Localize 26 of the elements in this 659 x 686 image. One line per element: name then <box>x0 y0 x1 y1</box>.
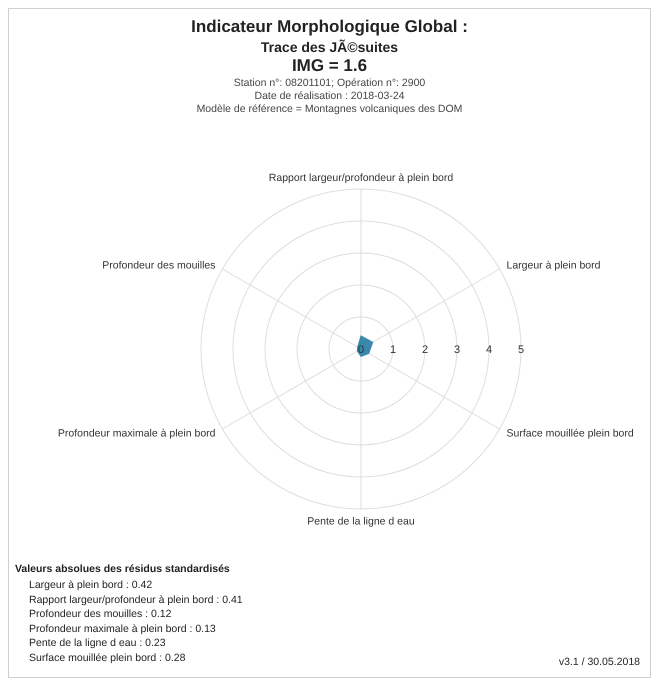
y-tick-label: 5 <box>518 344 524 356</box>
spoke-label: Largeur à plein bord <box>506 260 601 272</box>
spoke-label: Profondeur maximale à plein bord <box>58 428 216 440</box>
text: Valeurs absolues des résidus standardisés <box>15 563 231 575</box>
text: Profondeur maximale à plein bord : 0.13 <box>28 622 217 636</box>
text: Surface mouillée plein bord : 0.28 <box>28 650 186 665</box>
text: Modèle de référence = Montagnes volcaniques des DOM <box>196 103 464 115</box>
text: v3.1 / 30.05.2018 <box>558 656 640 668</box>
text: Largeur à plein bord : 0.42 <box>28 578 154 592</box>
text: IMG = 1.6 <box>290 56 368 76</box>
spoke-label: Profondeur des mouilles <box>102 260 216 272</box>
text: Profondeur des mouilles : 0.12 <box>28 607 172 622</box>
chart-title: Indicateur Morphologique Global : <box>190 17 469 37</box>
spoke-label: Surface mouillée plein bord <box>506 428 634 440</box>
y-tick-label: 4 <box>486 344 492 356</box>
spoke-label: Pente de la ligne d eau <box>307 515 415 528</box>
y-tick-label: 3 <box>454 344 460 356</box>
y-tick-label: 0 <box>358 344 364 356</box>
text: Pente de la ligne d eau : 0.23 <box>28 636 167 650</box>
text: Station n°: 08201101; Opération n°: 2900 <box>232 77 426 89</box>
text: Date de réalisation : 2018-03-24 <box>253 90 406 102</box>
y-tick-label: 1 <box>390 344 396 356</box>
spoke-label: Rapport largeur/profondeur à plein bord <box>268 172 454 184</box>
text: Rapport largeur/profondeur à plein bord : 0.41 <box>28 592 243 607</box>
y-tick-label: 2 <box>422 344 428 356</box>
chart-subtitle: Trace des JÃ©suites <box>260 39 400 55</box>
